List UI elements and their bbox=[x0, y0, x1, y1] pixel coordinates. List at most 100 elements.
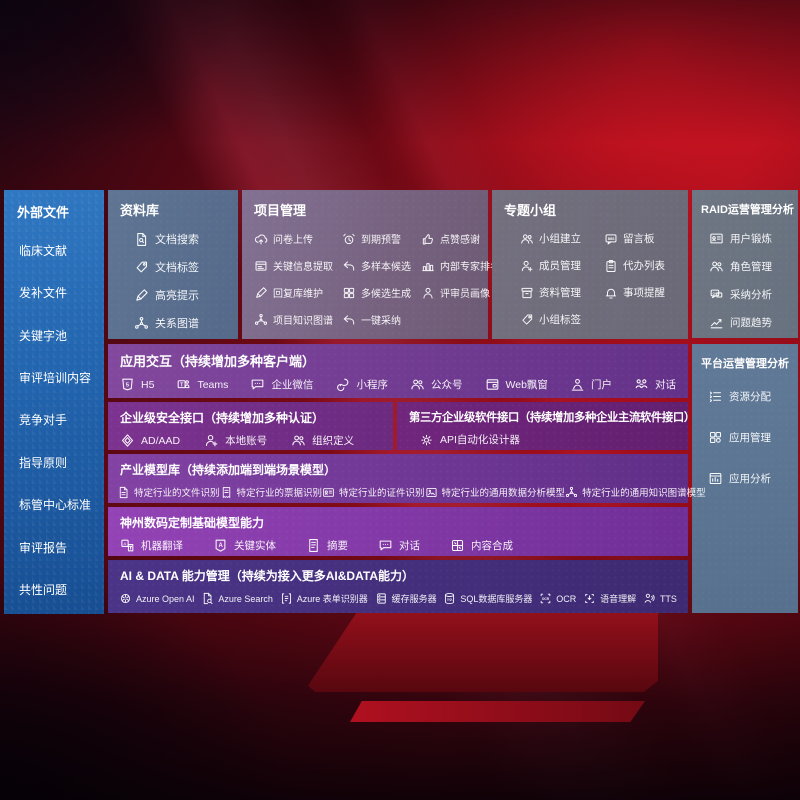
feature-item[interactable]: OCR OCR bbox=[539, 592, 576, 605]
bbs-icon: BBS bbox=[604, 232, 618, 246]
feature-label: 评审员画像 bbox=[440, 289, 490, 300]
graph-icon bbox=[134, 316, 149, 331]
feature-item[interactable]: 特定行业的通用知识图谱模型 bbox=[565, 485, 706, 499]
feature-item[interactable]: 摘要 bbox=[306, 538, 348, 553]
feature-label: Web飘窗 bbox=[505, 379, 548, 391]
panel-title: 平台运营管理分析 bbox=[701, 358, 789, 370]
feature-item[interactable]: T Teams bbox=[176, 377, 228, 392]
feature-item[interactable]: 关键信息提取 bbox=[254, 258, 342, 273]
feature-item[interactable]: 用户锻炼 bbox=[709, 231, 798, 246]
feature-item[interactable]: 语音理解 bbox=[583, 592, 636, 605]
h5-icon: 5 bbox=[120, 377, 135, 392]
id-card-icon bbox=[709, 231, 724, 246]
feature-item[interactable]: Azure 表单识别器 bbox=[280, 592, 368, 605]
feature-label: 点赞感谢 bbox=[440, 235, 480, 246]
band-industry-models: 产业模型库（持续添加端到端场景模型） 特定行业的文件识别 特定行业的票据识别 特定行… bbox=[108, 454, 706, 503]
band-title: 应用交互（持续增加多种客户端） bbox=[120, 354, 316, 369]
feature-item[interactable]: 应用管理 bbox=[708, 430, 798, 445]
feature-item[interactable]: AD/AAD bbox=[120, 433, 180, 448]
feature-label: OCR bbox=[556, 593, 577, 604]
feature-item[interactable]: 特定行业的票据识别 bbox=[220, 485, 322, 499]
feature-item[interactable]: 问卷上传 bbox=[254, 231, 342, 246]
sidebar-item[interactable]: 审评报告 bbox=[19, 540, 68, 555]
feature-item[interactable]: 高亮提示 bbox=[134, 287, 238, 303]
feature-item[interactable]: Web飘窗 bbox=[485, 377, 548, 392]
feature-item[interactable]: 成员管理 bbox=[520, 258, 604, 273]
feature-item[interactable]: BBS 留言板 bbox=[604, 231, 682, 246]
people-icon bbox=[410, 377, 425, 392]
feature-item[interactable]: 小组标签 bbox=[520, 312, 604, 327]
feature-label: 对话 bbox=[399, 540, 420, 552]
feature-item[interactable]: 一键采纳 bbox=[342, 312, 421, 327]
feature-item[interactable]: 评审员画像 bbox=[421, 285, 500, 300]
feature-item[interactable]: 企业微信 bbox=[250, 377, 313, 392]
feature-item[interactable]: 文档标签 bbox=[134, 259, 238, 275]
feature-item[interactable]: Azure Search bbox=[201, 592, 273, 605]
feature-item[interactable]: 对话 bbox=[378, 538, 420, 553]
feature-label: 文档搜索 bbox=[155, 234, 199, 246]
feature-item[interactable]: SQL SQL数据库服务器 bbox=[443, 592, 532, 605]
feature-item[interactable]: 门户 bbox=[570, 377, 612, 392]
feature-item[interactable]: 问题趋势 bbox=[709, 315, 798, 330]
feature-item[interactable]: 项目知识图谱 bbox=[254, 312, 342, 327]
feature-label: 机器翻译 bbox=[141, 540, 183, 552]
feature-label: Azure Search bbox=[218, 593, 273, 604]
feature-label: Teams bbox=[197, 378, 229, 391]
feature-item[interactable]: A 关键实体 bbox=[213, 538, 276, 553]
feature-item[interactable]: 特定行业的通用数据分析模型 bbox=[425, 485, 565, 499]
feature-item[interactable]: 回复库维护 bbox=[254, 285, 342, 300]
person-add-icon bbox=[204, 433, 219, 448]
feature-item[interactable]: 多样本候选 bbox=[342, 258, 421, 273]
feature-item[interactable]: 对话 bbox=[634, 377, 676, 392]
sidebar-item[interactable]: 关键字池 bbox=[19, 328, 68, 343]
sidebar-items: 临床文献发补文件关键字池审评培训内容 竞争对手指导原则标管中心标准 审评报告共性问题 bbox=[4, 221, 104, 621]
feature-label: Azure 表单识别器 bbox=[296, 594, 368, 604]
feature-item[interactable]: 缓存服务器 bbox=[375, 592, 437, 605]
feature-item[interactable]: 到期预警 bbox=[342, 231, 421, 246]
band-ai-data: AI & DATA 能力管理（持续为接入更多AI&DATA能力） Azure O… bbox=[108, 560, 688, 613]
feature-item[interactable]: 事项提醒 bbox=[604, 285, 682, 300]
chat-icon bbox=[250, 377, 265, 392]
doc-icon bbox=[117, 486, 130, 499]
ranking-icon bbox=[421, 259, 435, 273]
band-title: 第三方企业级软件接口（持续增加多种企业主流软件接口） bbox=[409, 412, 695, 424]
sidebar-item[interactable]: 发补文件 bbox=[19, 286, 68, 301]
feature-label: 资料管理 bbox=[539, 287, 581, 299]
feature-item[interactable]: 小组建立 bbox=[520, 231, 604, 246]
sidebar-item[interactable]: 审评培训内容 bbox=[19, 371, 92, 386]
feature-item[interactable]: QA 采纳分析 bbox=[709, 287, 798, 302]
feature-label: TTS bbox=[659, 593, 677, 604]
feature-item[interactable]: 内部专家排名 bbox=[421, 258, 500, 273]
feature-item[interactable]: Azure Open AI bbox=[119, 592, 195, 605]
feature-item[interactable]: 5 H5 bbox=[120, 377, 154, 392]
feature-item[interactable]: API自动化设计器 bbox=[419, 432, 520, 447]
sidebar-item[interactable]: 指导原则 bbox=[19, 455, 68, 470]
sidebar-item[interactable]: 临床文献 bbox=[19, 243, 68, 258]
svg-text:5: 5 bbox=[126, 382, 129, 388]
feature-item[interactable]: 应用分析 bbox=[708, 471, 798, 486]
feature-item[interactable]: 特定行业的证件识别 bbox=[322, 485, 425, 499]
library-panel: 资料库 文档搜索文档标签高亮提示关系图谱文档分类 bbox=[108, 190, 238, 358]
feature-label: 事项提醒 bbox=[623, 287, 665, 299]
feature-item[interactable]: A 机器翻译 bbox=[120, 538, 183, 553]
feature-item[interactable]: 组织定义 bbox=[291, 433, 354, 448]
feature-item[interactable]: 关系图谱 bbox=[134, 315, 238, 331]
feature-item[interactable]: 本地账号 bbox=[204, 433, 267, 448]
feature-item[interactable]: 资源分配 bbox=[708, 389, 798, 404]
sidebar-item[interactable]: 共性问题 bbox=[19, 583, 68, 598]
feature-item[interactable]: 小程序 bbox=[335, 377, 388, 392]
trend-icon bbox=[709, 315, 724, 330]
feature-item[interactable]: 代办列表 bbox=[604, 258, 682, 273]
feature-item[interactable]: 特定行业的文件识别 bbox=[117, 485, 220, 499]
feature-item[interactable]: 多候选生成 bbox=[342, 285, 421, 300]
feature-item[interactable]: 内容合成 bbox=[450, 538, 513, 553]
feature-item[interactable]: 资料管理 bbox=[520, 285, 604, 300]
sidebar-item[interactable]: 标管中心标准 bbox=[19, 498, 92, 513]
feature-item[interactable]: 公众号 bbox=[410, 377, 463, 392]
sidebar-item[interactable]: 竞争对手 bbox=[19, 413, 68, 428]
feature-item[interactable]: 角色管理 bbox=[709, 259, 798, 274]
app-grid-icon bbox=[708, 430, 723, 445]
feature-item[interactable]: 文档搜索 bbox=[134, 231, 238, 247]
feature-item[interactable]: 点赞感谢 bbox=[421, 231, 500, 246]
feature-item[interactable]: TTS bbox=[643, 592, 677, 605]
